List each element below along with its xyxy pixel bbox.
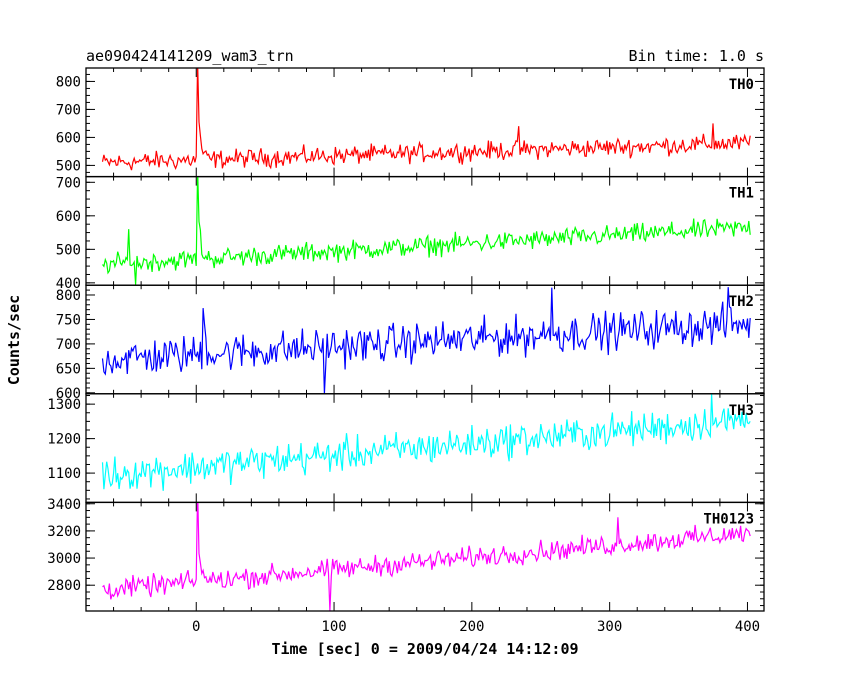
y-tick-label: 750 (56, 312, 81, 328)
panel-th0123: 2800 3000 3200 3400 TH0123 (47, 497, 765, 612)
lightcurve-th1 (102, 176, 751, 285)
x-tick-labels: 0 100 200 300 400 (192, 619, 760, 635)
y-tick-label: 600 (56, 209, 81, 225)
lightcurve-th0 (101, 68, 751, 171)
y-tick-label: 600 (56, 130, 81, 146)
panel-frame (85, 501, 765, 612)
y-tick-label: 500 (56, 158, 81, 174)
y-tick-label: 2800 (47, 578, 81, 594)
channel-label: TH2 (729, 294, 754, 310)
y-tick-label: 3200 (47, 524, 81, 540)
x-tick-label: 100 (321, 619, 346, 635)
x-tick-label: 0 (192, 619, 200, 635)
y-tick-label: 400 (56, 276, 81, 292)
panel-th2: 600 650 700 750 800 TH2 (56, 284, 765, 402)
panel-frame (85, 67, 765, 178)
lightcurve-th0123 (102, 502, 751, 611)
bin-time-label: Bin time: 1.0 s (629, 47, 764, 65)
y-tick-label: 500 (56, 242, 81, 258)
lightcurve-th2 (101, 287, 751, 394)
panels-layer: 500 600 700 800 TH0 400 500 600 700 TH1 600 650 700 7… (47, 67, 765, 612)
panel-th3: 1100 1200 1300 TH3 (47, 393, 765, 504)
panel-th1: 400 500 600 700 TH1 (56, 175, 765, 292)
x-tick-label: 200 (459, 619, 484, 635)
y-tick-label: 800 (56, 74, 81, 90)
lightcurve-th3 (101, 393, 751, 491)
panel-frame (85, 175, 765, 286)
figure-title: ae090424141209_wam3_trn (86, 47, 294, 65)
panel-frame (85, 393, 765, 504)
y-tick-label: 650 (56, 361, 81, 377)
y-tick-label: 1300 (47, 397, 81, 413)
y-tick-label: 3000 (47, 551, 81, 567)
channel-label: TH0123 (703, 511, 754, 527)
y-tick-label: 800 (56, 288, 81, 304)
channel-label: TH0 (729, 77, 754, 93)
y-tick-label: 700 (56, 102, 81, 118)
y-tick-label: 700 (56, 175, 81, 191)
y-tick-label: 600 (56, 386, 81, 402)
y-tick-label: 1200 (47, 432, 81, 448)
y-tick-label: 3400 (47, 497, 81, 513)
y-tick-label: 1100 (47, 466, 81, 482)
x-axis-label: Time [sec] 0 = 2009/04/24 14:12:09 (271, 640, 578, 658)
y-axis-label: Counts/sec (5, 295, 23, 385)
channel-label: TH3 (729, 403, 754, 419)
channel-label: TH1 (729, 186, 754, 202)
panel-th0: 500 600 700 800 TH0 (56, 67, 765, 178)
y-tick-label: 700 (56, 337, 81, 353)
x-tick-label: 400 (735, 619, 760, 635)
x-tick-label: 300 (597, 619, 622, 635)
